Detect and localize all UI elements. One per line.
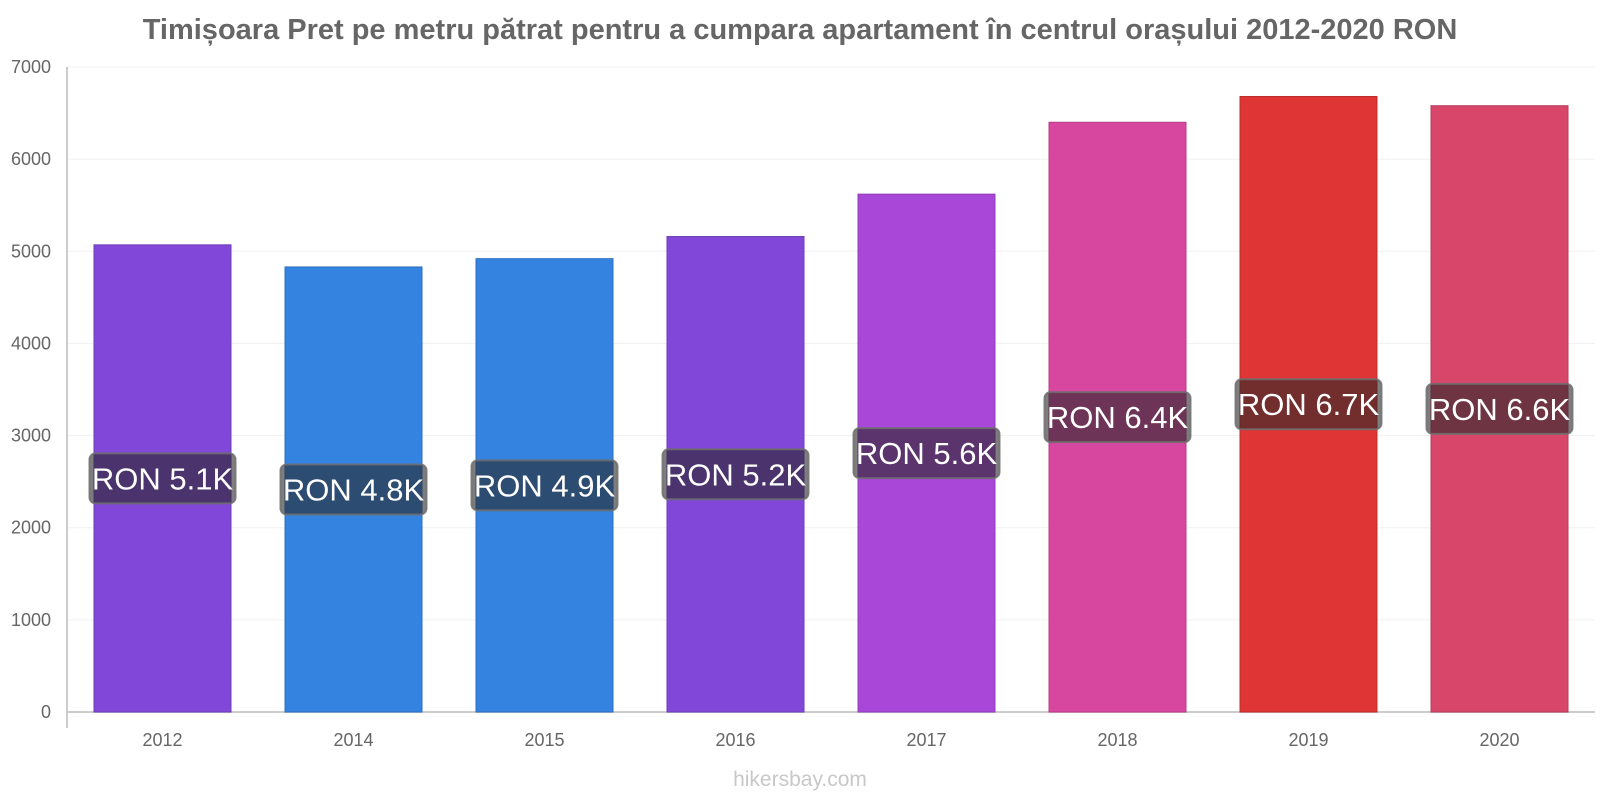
data-label-box xyxy=(88,452,237,505)
y-tick-label: 3000 xyxy=(11,426,51,446)
data-label: RON 4.8K xyxy=(283,472,425,507)
y-tick-label: 4000 xyxy=(11,333,51,353)
watermark: hikersbay.com xyxy=(733,768,867,791)
data-label-box xyxy=(1043,391,1192,444)
x-tick-label: 2012 xyxy=(142,730,182,750)
x-tick-label: 2018 xyxy=(1097,730,1137,750)
data-label-box xyxy=(470,459,619,512)
x-tick-label: 2017 xyxy=(906,730,946,750)
y-tick-label: 1000 xyxy=(11,610,51,630)
y-tick-label: 7000 xyxy=(11,57,51,77)
data-label: RON 5.2K xyxy=(665,457,807,492)
data-labels: RON 5.1K RON 4.8K RON 4.9K RON 5.2K RON 5.6K… xyxy=(88,378,1574,516)
data-label: RON 5.6K xyxy=(856,436,998,471)
y-tick-label: 6000 xyxy=(11,149,51,169)
data-label: RON 4.9K xyxy=(474,468,616,503)
data-label: RON 6.6K xyxy=(1429,392,1571,427)
x-tick-label: 2019 xyxy=(1288,730,1328,750)
data-label-box xyxy=(1234,378,1383,431)
chart-title: Timișoara Pret pe metru pătrat pentru a … xyxy=(142,14,1458,46)
data-label-box xyxy=(852,427,1001,480)
x-tick-label: 2020 xyxy=(1479,730,1519,750)
x-tick-label: 2014 xyxy=(333,730,373,750)
data-label-box xyxy=(279,463,428,516)
y-tick-label: 5000 xyxy=(11,241,51,261)
y-tick-label: 0 xyxy=(41,702,51,722)
data-label: RON 5.1K xyxy=(92,461,234,496)
data-label-box xyxy=(661,448,810,501)
y-tick-label: 2000 xyxy=(11,518,51,538)
x-tick-label: 2016 xyxy=(715,730,755,750)
data-label: RON 6.7K xyxy=(1238,387,1380,422)
data-label: RON 6.4K xyxy=(1047,400,1189,435)
data-label-box xyxy=(1425,382,1574,435)
x-tick-label: 2015 xyxy=(524,730,564,750)
